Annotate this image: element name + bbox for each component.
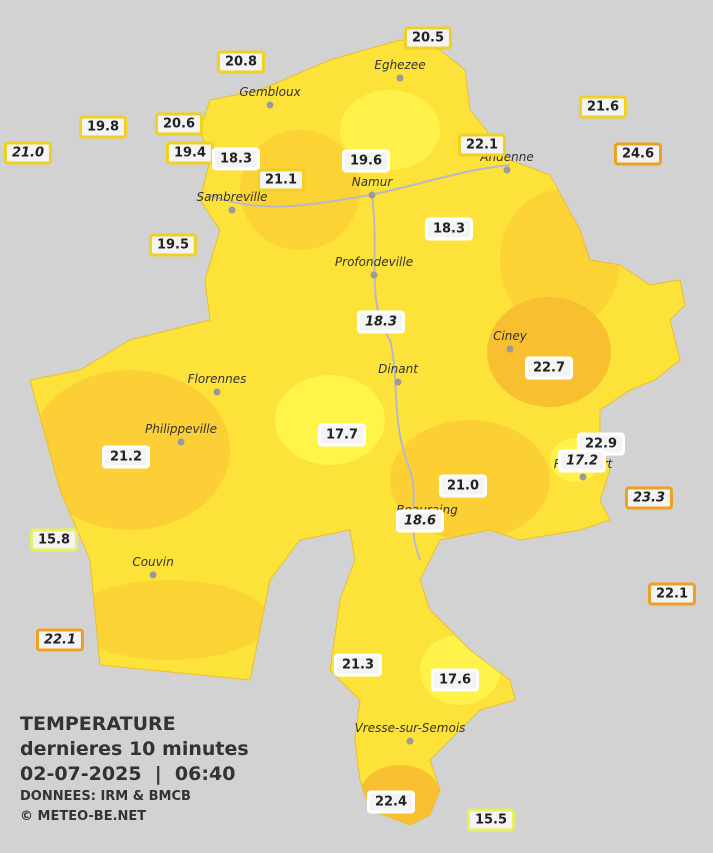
station-label: 20.8 — [216, 50, 266, 74]
station-label: 19.6 — [341, 149, 391, 173]
station-label: 24.6 — [613, 142, 663, 166]
city-label: Gembloux — [239, 85, 301, 99]
station-label: 17.2 — [557, 449, 607, 473]
legend-title: TEMPERATURE — [20, 713, 176, 735]
station-label: 21.0 — [438, 474, 488, 498]
station-label: 21.6 — [578, 95, 628, 119]
city-label: Vresse-sur-Semois — [354, 721, 466, 735]
station-label: 21.1 — [256, 168, 306, 192]
station-label: 22.1 — [35, 628, 85, 652]
station-label: 21.0 — [3, 141, 53, 165]
station-label: 18.3 — [356, 310, 406, 334]
city-dot — [370, 271, 378, 279]
city-dot — [177, 438, 185, 446]
city-dot — [579, 473, 587, 481]
station-label: 20.5 — [403, 26, 453, 50]
city-label: Florennes — [187, 372, 247, 386]
station-label: 19.5 — [148, 233, 198, 257]
station-label: 21.3 — [333, 653, 383, 677]
city-dot — [396, 74, 404, 82]
station-label: 22.1 — [647, 582, 697, 606]
station-label: 23.3 — [624, 486, 674, 510]
station-label: 22.7 — [524, 356, 574, 380]
legend-datetime: 02-07-2025 | 06:40 — [20, 763, 236, 785]
station-label: 15.8 — [29, 528, 79, 552]
city-dot — [228, 206, 236, 214]
station-label: 15.5 — [466, 808, 516, 832]
station-label: 22.1 — [457, 133, 507, 157]
city-label: Philippeville — [145, 422, 217, 436]
station-label: 20.6 — [154, 112, 204, 136]
legend-source: DONNEES: IRM & BMCB — [20, 789, 191, 804]
station-label: 19.4 — [165, 141, 215, 165]
city-label: Couvin — [132, 555, 174, 569]
legend: TEMPERATURE dernieres 10 minutes 02-07-2… — [20, 712, 249, 827]
city-label: Profondeville — [334, 255, 414, 269]
station-label: 17.6 — [430, 668, 480, 692]
station-label: 17.7 — [317, 423, 367, 447]
city-dot — [406, 737, 414, 745]
station-label: 21.2 — [101, 445, 151, 469]
station-label: 18.3 — [211, 147, 261, 171]
city-dot — [266, 101, 274, 109]
city-dot — [506, 345, 514, 353]
city-dot — [149, 571, 157, 579]
station-label: 19.8 — [78, 115, 128, 139]
city-dot — [213, 388, 221, 396]
station-label: 18.6 — [395, 509, 445, 533]
city-dot — [394, 378, 402, 386]
station-label: 18.3 — [424, 217, 474, 241]
city-dot — [368, 191, 376, 199]
city-label: Ciney — [493, 329, 527, 343]
city-label: Dinant — [378, 362, 418, 376]
city-label: Namur — [351, 175, 393, 189]
legend-credit: © METEO-BE.NET — [20, 809, 147, 824]
legend-subtitle: dernieres 10 minutes — [20, 738, 249, 760]
station-label: 22.4 — [366, 790, 416, 814]
city-label: Sambreville — [196, 190, 268, 204]
city-dot — [503, 166, 511, 174]
city-label: Eghezee — [374, 58, 426, 72]
